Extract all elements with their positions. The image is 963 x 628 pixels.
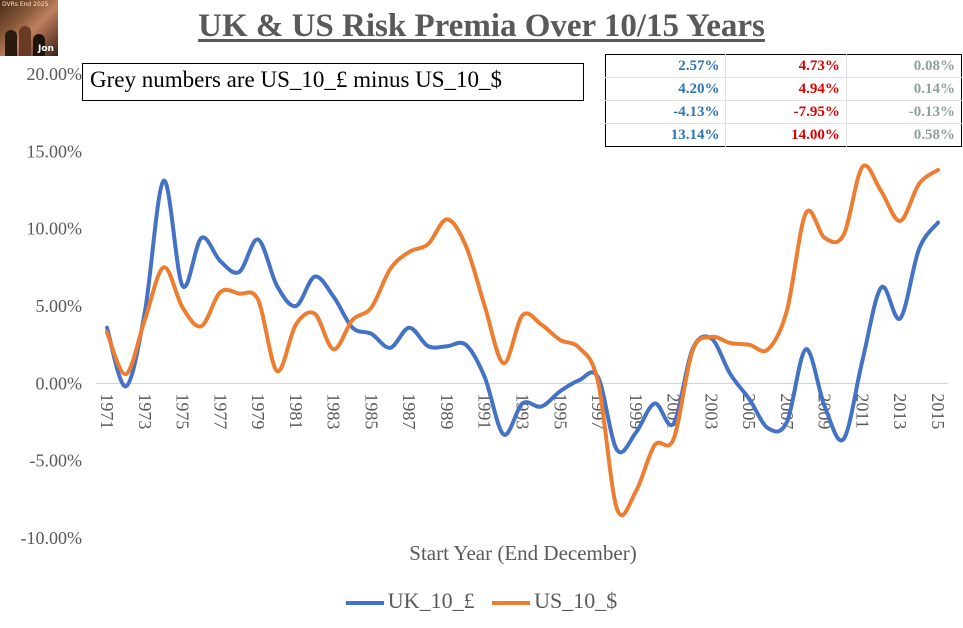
x-tick-label: 1983 [324,393,344,429]
x-tick-label: 1987 [399,393,419,429]
table-row: -4.13% -7.95% -0.13% [605,100,962,124]
chart-legend: UK_10_£ US_10_$ [0,588,963,614]
table-cell: 13.14% [605,123,727,147]
x-tick-label: 1977 [210,393,230,429]
table-cell: 2.57% [605,54,727,78]
legend-swatch [492,600,531,605]
x-tick-label: 1991 [475,393,495,429]
x-tick-label: 2013 [890,393,910,429]
table-row: 2.57% 4.73% 0.08% [605,54,962,78]
chart-title: UK & US Risk Premia Over 10/15 Years [198,8,765,44]
figure-shape [19,26,31,56]
legend-item-uk: UK_10_£ [345,588,475,614]
x-tick-label: 2005 [739,393,759,429]
y-tick-label: 5.00% [36,296,83,316]
x-tick-label: 2015 [928,393,948,429]
legend-label: US_10_$ [534,588,618,613]
legend-label: UK_10_£ [387,588,475,613]
x-tick-label: 1975 [173,393,193,429]
y-tick-label: 15.00% [27,141,83,161]
series-line-us [105,163,940,518]
note-box: Grey numbers are US_10_£ minus US_10_$ [82,63,584,101]
y-tick-label: 0.00% [36,373,83,393]
table-cell: -0.13% [846,100,962,124]
table-cell: 4.73% [725,54,847,78]
table-cell: 0.08% [846,54,962,78]
legend-item-us: US_10_$ [492,588,617,614]
figure-shape [33,34,45,56]
x-tick-label: 1981 [286,393,306,429]
y-axis-labels: 20.00% 15.00% 10.00% 5.00% 0.00% -5.00% -10.00… [21,64,83,548]
x-tick-label: 1995 [550,393,570,429]
table-cell: 0.58% [913,126,955,143]
figure-shape [5,30,17,56]
table-row: 4.20% 4.94% 0.14% [605,77,962,101]
y-tick-label: -5.00% [30,451,83,471]
series-layer [105,163,940,518]
x-tick-label: 1973 [135,393,155,429]
thumbnail-signature: Jon [38,44,54,54]
thumbnail-image: DVRs End 2025 Jon [0,0,58,56]
table-cell: 4.20% [605,77,727,101]
y-tick-label: 20.00% [27,64,83,84]
x-axis-title: Start Year (End December) [409,541,636,565]
table-cell: 14.00% [725,123,847,147]
x-tick-label: 1971 [97,393,117,429]
legend-swatch [345,600,384,605]
x-tick-label: 1979 [248,393,268,429]
stats-table: 2.57% 4.73% 0.08% 4.20% 4.94% 0.14% -4.1… [605,54,962,147]
table-cell: -4.13% [605,100,727,124]
series-line-uk [105,178,940,455]
table-cell: 4.94% [725,77,847,101]
table-cell: -7.95% [725,100,847,124]
y-tick-label: 10.00% [27,219,83,239]
x-tick-label: 2011 [852,393,872,428]
y-tick-label: -10.00% [21,528,83,548]
x-tick-label: 2003 [701,393,721,429]
x-tick-label: 1989 [437,393,457,429]
table-cell: 0.14% [846,77,962,101]
x-tick-label: 1985 [361,393,381,429]
table-row: 13.14% 14.00% 0.58% [605,123,962,147]
thumbnail-caption: DVRs End 2025 [2,1,49,8]
